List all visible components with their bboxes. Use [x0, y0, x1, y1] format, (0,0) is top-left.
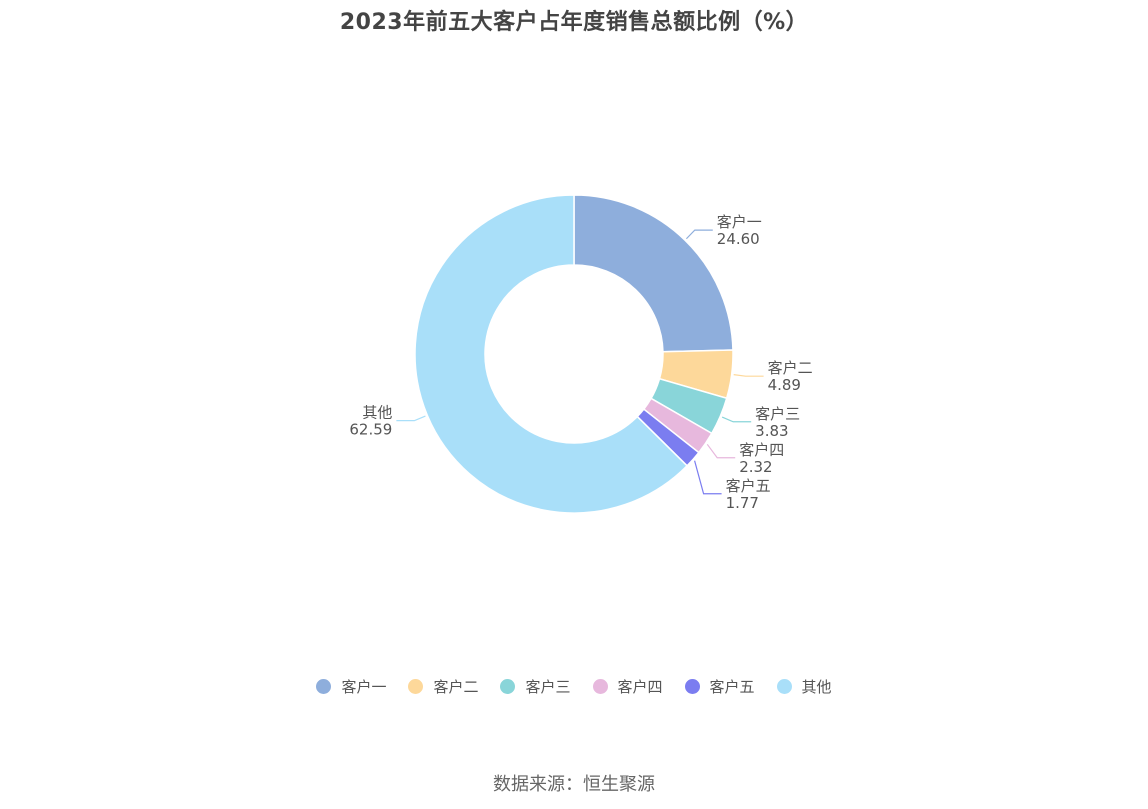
legend-label: 客户二: [433, 678, 479, 696]
legend-label: 其他: [801, 678, 832, 696]
legend-item-5[interactable]: 客户五: [684, 676, 755, 697]
slice-label-name-5: 客户五: [726, 477, 771, 495]
slice-label-name-1: 客户一: [717, 213, 762, 231]
slice-label-name-2: 客户二: [768, 359, 813, 377]
leader-line-1: [685, 229, 713, 240]
slice-label-value-1: 24.60: [717, 230, 760, 248]
legend-item-2[interactable]: 客户二: [408, 676, 478, 697]
leader-line-4: [706, 443, 736, 459]
legend-label: 客户四: [617, 678, 663, 696]
slice-label-name-3: 客户三: [755, 405, 800, 423]
slice-label-value-2: 4.89: [768, 376, 801, 394]
legend-marker-icon: [592, 679, 608, 694]
legend-marker-icon: [776, 679, 792, 694]
leader-line-5: [694, 460, 722, 495]
legend-marker-icon: [684, 679, 700, 694]
legend-label: 客户一: [341, 678, 387, 696]
slice-label-name-4: 客户四: [739, 441, 784, 459]
legend-marker-icon: [316, 679, 332, 694]
leader-line-3: [721, 416, 752, 423]
slice-label-name-6: 其他: [362, 404, 392, 422]
chart-legend: 客户一 客户二 客户三 客户四 客户五 其他: [0, 676, 1148, 697]
slice-6[interactable]: [414, 194, 689, 514]
legend-item-4[interactable]: 客户四: [592, 676, 663, 697]
data-source: 数据来源：恒生聚源: [493, 774, 655, 795]
legend-marker-icon: [500, 679, 516, 694]
slice-label-value-3: 3.83: [755, 422, 788, 440]
legend-label: 客户三: [525, 678, 571, 696]
chart-title: 2023年前五大客户占年度销售总额比例（%）: [339, 10, 809, 35]
legend-item-6[interactable]: 其他: [776, 676, 832, 697]
legend-item-1[interactable]: 客户一: [316, 676, 386, 697]
slice-label-value-6: 62.59: [349, 421, 392, 439]
slice-label-value-5: 1.77: [726, 494, 759, 512]
leader-line-2: [733, 374, 764, 377]
slice-1[interactable]: [573, 194, 734, 353]
leader-line-6: [396, 415, 426, 422]
legend-marker-icon: [408, 679, 424, 694]
legend-item-3[interactable]: 客户三: [500, 676, 571, 697]
legend-label: 客户五: [709, 678, 755, 696]
slice-label-value-4: 2.32: [739, 458, 772, 476]
